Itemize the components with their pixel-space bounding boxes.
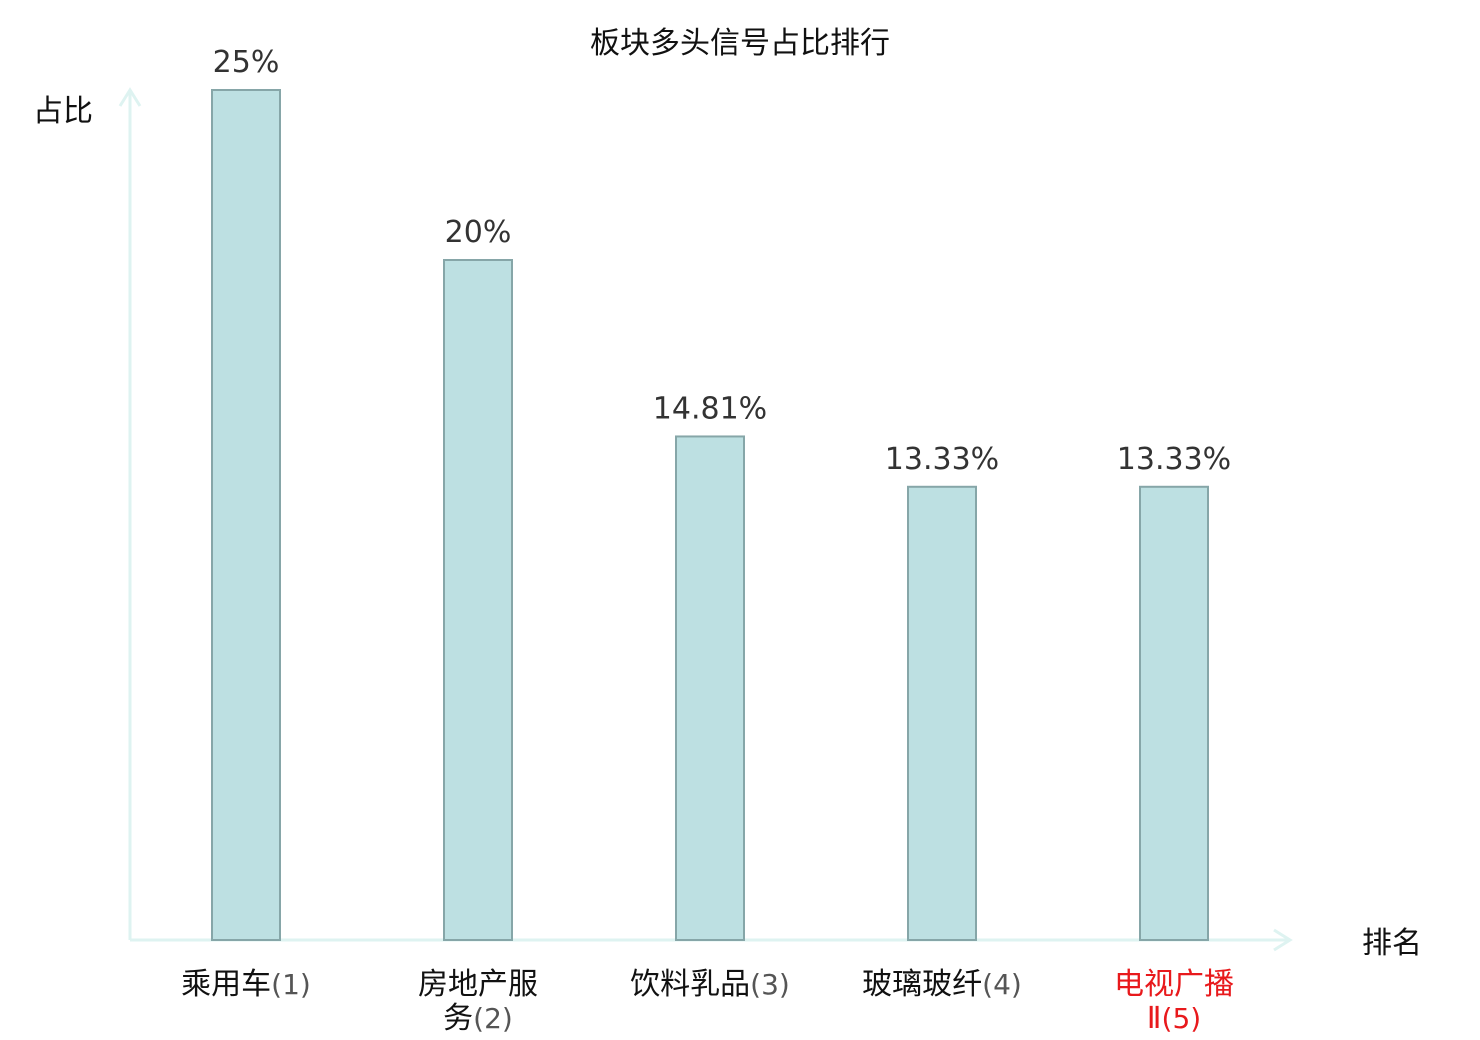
category-rank-suffix: (2) [473, 1002, 513, 1035]
category-rank-suffix: (5) [1162, 1002, 1202, 1035]
category-tick-label: 玻璃玻纤(4) [862, 967, 1022, 1002]
x-axis-arrow [1273, 928, 1293, 952]
category-tick-line: 饮料乳品 [630, 967, 750, 1002]
category-rank-suffix: (4) [982, 968, 1022, 1001]
category-tick-line: 玻璃玻纤 [862, 967, 982, 1002]
chart-title: 板块多头信号占比排行 [590, 26, 890, 61]
value-label: 14.81% [653, 391, 767, 426]
category-tick-line: 电视广播 [1114, 967, 1234, 1002]
bar [675, 435, 745, 941]
category-labels-group: 乘用车(1) 房地产服务(2) 饮料乳品(3) 玻璃玻纤(4) 电视广播 Ⅱ(5) [181, 967, 1234, 1036]
category-tick-line: 房地产服 [418, 967, 538, 1002]
category-tick-label: 乘用车(1) [181, 967, 311, 1002]
bars-group [211, 89, 1209, 941]
bar [211, 89, 281, 941]
category-tick-label: 饮料乳品(3) [630, 967, 790, 1002]
value-label: 13.33% [1117, 442, 1231, 477]
value-labels-group: 25% 20% 14.81% 13.33% 13.33% [213, 45, 1232, 477]
y-axis-arrow [118, 87, 142, 107]
category-rank-suffix: (3) [750, 968, 790, 1001]
bar [907, 485, 977, 941]
category-tick-line: 务 [443, 1001, 473, 1036]
category-tick-line: Ⅱ [1147, 1001, 1162, 1036]
value-label: 20% [445, 215, 512, 250]
y-axis-label: 占比 [33, 94, 93, 129]
value-label: 13.33% [885, 442, 999, 477]
bar [443, 259, 513, 941]
bar [1139, 485, 1209, 941]
category-tick-label: 房地产服务(2) [418, 967, 538, 1036]
category-tick-line: 乘用车 [181, 967, 271, 1002]
category-tick-label: 电视广播 Ⅱ(5) [1114, 967, 1234, 1036]
category-rank-suffix: (1) [271, 968, 311, 1001]
x-axis-label: 排名 [1362, 926, 1422, 961]
value-label: 25% [213, 45, 280, 80]
